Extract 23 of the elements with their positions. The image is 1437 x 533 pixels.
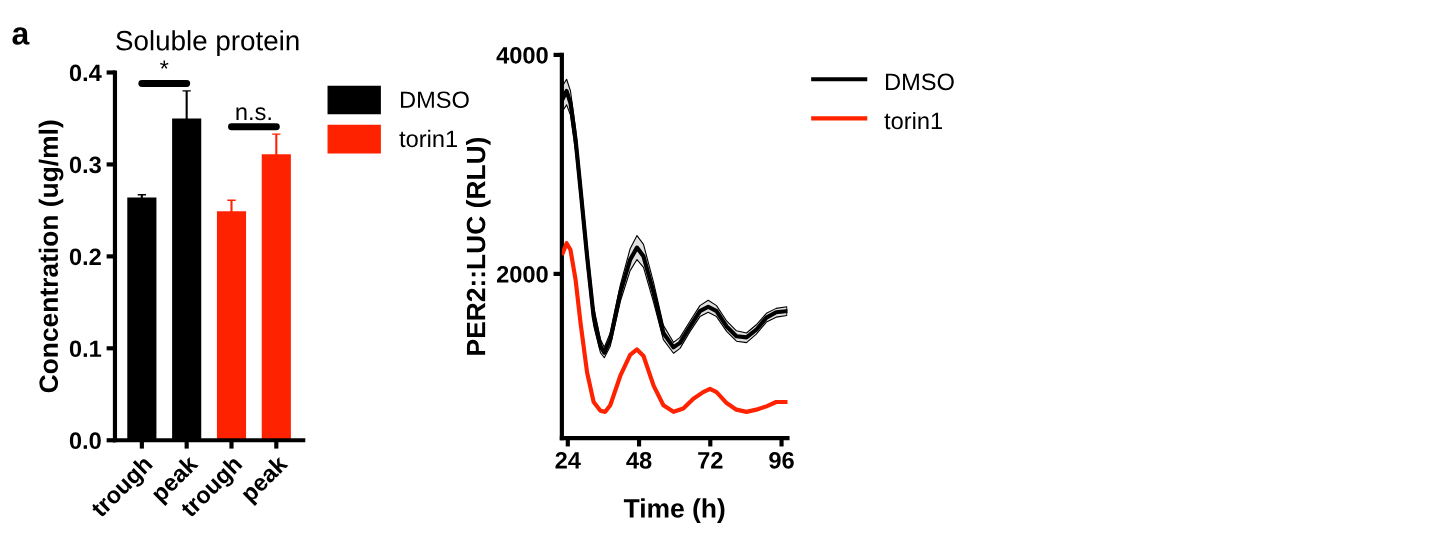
legend-label: torin1: [884, 111, 942, 130]
text: *: [160, 60, 169, 69]
annotation: n.s.: [236, 107, 271, 121]
y-axis-title: Concentration (ug/ml): [38, 120, 64, 393]
x-axis-title: Time (h): [623, 498, 725, 523]
y-tick-label: 0.4: [69, 64, 102, 82]
x-tick-label: 48: [626, 451, 652, 469]
legend-label: torin1: [399, 129, 457, 148]
y-axis-title: PER2::LUC (RLU): [466, 137, 491, 355]
y-tick-label: 4000: [496, 46, 548, 64]
y-tick-label: 2000: [496, 265, 548, 283]
y-tick-label: 0.1: [69, 340, 102, 358]
y-tick-label: 0.3: [69, 156, 101, 174]
y-tick-label: 0.2: [69, 248, 101, 266]
y-tick-label: 0.0: [69, 432, 101, 450]
x-tick-label: 72: [698, 451, 723, 469]
line-series: [561, 241, 788, 414]
text: a: [12, 27, 30, 45]
x-tick-label: 96: [769, 451, 794, 469]
chart-title: Soluble protein: [116, 30, 299, 57]
legend-label: DMSO: [400, 91, 469, 109]
legend-label: DMSO: [886, 73, 954, 91]
x-tick-label: 24: [555, 451, 581, 469]
